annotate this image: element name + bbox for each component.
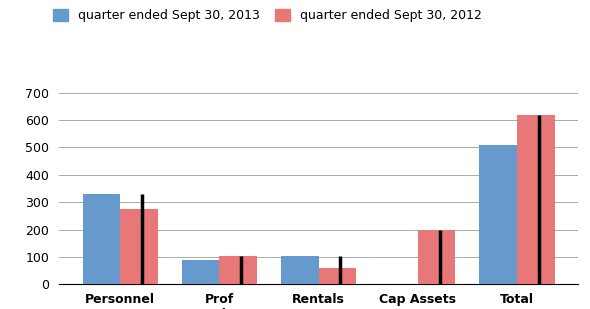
Bar [83,194,120,284]
Bar [281,256,319,284]
Bar [219,256,257,284]
Bar [319,268,356,284]
Bar [182,260,219,284]
Bar [479,145,517,284]
Bar [418,230,455,284]
Bar [120,209,158,284]
Bar [517,115,555,284]
Legend: quarter ended Sept 30, 2013, quarter ended Sept 30, 2012: quarter ended Sept 30, 2013, quarter end… [54,9,482,22]
